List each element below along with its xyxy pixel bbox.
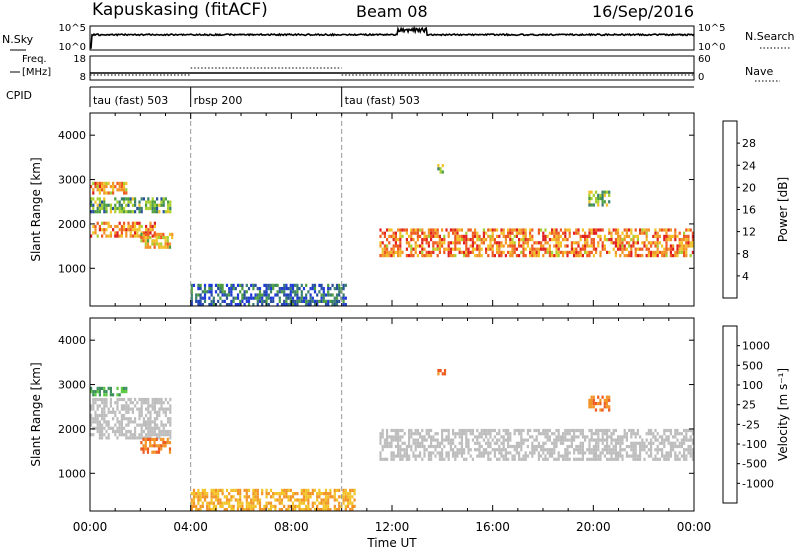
beam-title: Beam 08 bbox=[356, 2, 428, 21]
xtick-label-4: 16:00 bbox=[475, 520, 510, 534]
velocity-echo-region-5 bbox=[437, 369, 447, 376]
velocity-echo-region-4 bbox=[379, 428, 694, 461]
freq-label-line2: [MHz] bbox=[22, 67, 51, 78]
xtick-label-6: 00:00 bbox=[677, 520, 712, 534]
power-colorbar-tick-3: 16 bbox=[742, 204, 756, 217]
freq-frame bbox=[89, 55, 695, 81]
velocity-echo-region-2 bbox=[90, 386, 128, 397]
power-colorbar-tick-4: 20 bbox=[742, 181, 756, 194]
velocity-echo-region-0 bbox=[90, 397, 172, 440]
velocity-ytick-0: 1000 bbox=[58, 467, 86, 480]
cpid-segment-1: rbsp 200 bbox=[194, 94, 243, 107]
power-echo-region-3 bbox=[140, 232, 174, 249]
velocity-echo-region-1 bbox=[140, 437, 172, 454]
velocity-colorbar-tick-3: 25 bbox=[742, 399, 756, 412]
cpid-label: CPID bbox=[6, 89, 32, 102]
x-axis-label: Time UT bbox=[366, 536, 417, 550]
power-ytick-2: 3000 bbox=[58, 174, 86, 187]
power-echo-region-1 bbox=[90, 197, 172, 214]
velocity-colorbar-label: Velocity [m s⁻¹] bbox=[776, 368, 790, 461]
velocity-ytick-3: 4000 bbox=[58, 334, 86, 347]
power-colorbar-tick-2: 12 bbox=[742, 226, 756, 239]
nsky-tick-top: 10^5 bbox=[59, 23, 86, 34]
xtick-label-1: 04:00 bbox=[173, 520, 208, 534]
velocity-panel: 1000 2000 3000 4000 Slant Range [km] 1000 500 1… bbox=[29, 317, 790, 512]
nave-tick-top: 60 bbox=[698, 54, 711, 65]
power-ytick-3: 4000 bbox=[58, 129, 86, 142]
cpid-segment-2: tau (fast) 503 bbox=[345, 94, 420, 107]
power-echo-region-2 bbox=[90, 181, 128, 195]
velocity-ylabel: Slant Range [km] bbox=[29, 362, 43, 466]
power-ytick-0: 1000 bbox=[58, 262, 86, 275]
nsearch-tick-top: 10^5 bbox=[698, 23, 725, 34]
power-background bbox=[90, 113, 694, 306]
xtick-label-5: 20:00 bbox=[576, 520, 611, 534]
power-echo-region-7 bbox=[588, 190, 611, 207]
nsky-frame bbox=[89, 25, 695, 51]
cpid-segment-0: tau (fast) 503 bbox=[93, 94, 168, 107]
velocity-colorbar-tick-0: 1000 bbox=[742, 340, 770, 353]
velocity-colorbar-frame bbox=[722, 325, 738, 504]
velocity-colorbar-tick-1: 500 bbox=[742, 359, 763, 372]
velocity-colorbar-tick-7: -1000 bbox=[742, 477, 774, 490]
power-colorbar-label: Power [dB] bbox=[776, 177, 790, 242]
nsearch-label: N.Search bbox=[745, 30, 795, 43]
xtick-label-3: 12:00 bbox=[375, 520, 410, 534]
power-colorbar-tick-6: 28 bbox=[742, 137, 756, 150]
date-title: 16/Sep/2016 bbox=[592, 2, 695, 21]
power-colorbar-tick-5: 24 bbox=[742, 159, 756, 172]
nave-tick-bottom: 0 bbox=[698, 72, 704, 83]
freq-tick-bottom: 8 bbox=[80, 72, 86, 83]
station-title: Kapuskasing (fitACF) bbox=[92, 0, 268, 20]
xtick-label-2: 08:00 bbox=[274, 520, 309, 534]
power-ylabel: Slant Range [km] bbox=[29, 157, 43, 261]
velocity-colorbar-tick-4: -25 bbox=[742, 418, 760, 431]
nsky-trace bbox=[90, 25, 695, 49]
power-colorbar-frame bbox=[722, 120, 738, 299]
freq-tick-top: 18 bbox=[73, 54, 86, 65]
xtick-label-0: 00:00 bbox=[73, 520, 108, 534]
power-colorbar-tick-0: 4 bbox=[742, 270, 749, 283]
velocity-echo-region-6 bbox=[588, 395, 611, 412]
nave-label: Nave bbox=[745, 65, 773, 78]
velocity-echo-region-3 bbox=[190, 488, 356, 512]
velocity-colorbar-tick-5: -100 bbox=[742, 438, 767, 451]
nsearch-tick-bottom: 10^0 bbox=[698, 42, 725, 53]
power-ytick-1: 2000 bbox=[58, 218, 86, 231]
power-panel: 1000 2000 3000 4000 Slant Range [km] 4 8 12 16 20… bbox=[29, 112, 790, 307]
power-echo-region-4 bbox=[190, 283, 347, 307]
velocity-colorbar-tick-2: 100 bbox=[742, 379, 763, 392]
velocity-ytick-2: 3000 bbox=[58, 379, 86, 392]
velocity-ytick-1: 2000 bbox=[58, 423, 86, 436]
freq-label-line1: Freq. bbox=[22, 54, 47, 65]
power-echo-region-6 bbox=[437, 164, 444, 174]
velocity-colorbar-tick-6: -500 bbox=[742, 458, 767, 471]
nsky-tick-bottom: 10^0 bbox=[59, 42, 86, 53]
velocity-background bbox=[90, 318, 694, 511]
power-colorbar-tick-1: 8 bbox=[742, 248, 749, 261]
nsky-label: N.Sky bbox=[2, 33, 34, 46]
power-echo-region-5 bbox=[379, 228, 694, 258]
